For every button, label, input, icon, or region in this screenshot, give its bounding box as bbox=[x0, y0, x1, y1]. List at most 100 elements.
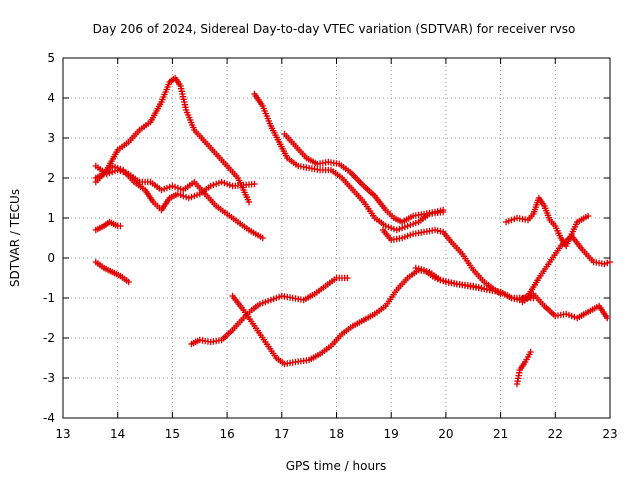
data-point-marker bbox=[158, 183, 173, 194]
data-point-marker bbox=[229, 292, 246, 312]
data-point-marker bbox=[284, 154, 300, 168]
data-point-marker bbox=[311, 284, 327, 298]
data-point-marker bbox=[440, 228, 453, 244]
data-point-marker bbox=[606, 258, 614, 266]
data-point-marker bbox=[117, 222, 124, 230]
data-point-marker bbox=[595, 302, 610, 320]
data-point-marker bbox=[601, 259, 611, 268]
data-point-marker bbox=[259, 102, 273, 127]
x-tick-label: 13 bbox=[55, 427, 70, 441]
data-point-marker bbox=[360, 182, 377, 198]
series-arc5 bbox=[92, 258, 132, 286]
data-point-marker bbox=[223, 162, 240, 180]
data-point-marker bbox=[218, 328, 234, 344]
data-point-marker bbox=[382, 222, 398, 233]
data-point-marker bbox=[245, 226, 264, 240]
y-tick-label: 5 bbox=[47, 51, 55, 65]
series-arc4 bbox=[92, 218, 124, 234]
data-point-marker bbox=[431, 207, 444, 216]
data-point-marker bbox=[191, 126, 207, 144]
data-point-marker bbox=[584, 304, 601, 316]
data-point-marker bbox=[508, 294, 521, 303]
y-tick-label: 1 bbox=[47, 211, 55, 225]
data-point-marker bbox=[207, 179, 223, 190]
data-point-marker bbox=[125, 128, 141, 146]
x-tick-label: 22 bbox=[548, 427, 563, 441]
y-tick-labels: -4 -3 -2 -1 0 1 2 3 4 5 bbox=[43, 51, 55, 425]
x-tick-label: 17 bbox=[274, 427, 289, 441]
data-point-marker bbox=[292, 142, 308, 160]
grid-lines bbox=[63, 58, 610, 418]
data-point-marker bbox=[404, 219, 419, 230]
data-point-marker bbox=[420, 266, 436, 280]
data-point-marker bbox=[535, 261, 552, 282]
data-point-marker bbox=[338, 174, 355, 192]
data-point-marker bbox=[150, 198, 163, 212]
data-point-marker bbox=[234, 174, 252, 203]
y-tick-label: -2 bbox=[43, 331, 55, 345]
data-point-marker bbox=[251, 180, 258, 188]
y-tick-label: 0 bbox=[47, 251, 55, 265]
data-point-marker bbox=[327, 166, 343, 180]
series-arc12 bbox=[502, 194, 592, 250]
data-point-marker bbox=[516, 360, 527, 374]
data-point-marker bbox=[398, 214, 415, 226]
series-arc6 bbox=[251, 90, 447, 234]
data-point-marker bbox=[92, 223, 106, 234]
data-point-marker bbox=[459, 250, 475, 271]
data-point-marker bbox=[393, 223, 409, 234]
data-point-marker bbox=[360, 312, 376, 324]
data-point-marker bbox=[541, 302, 557, 318]
series-arc9 bbox=[188, 274, 351, 348]
data-point-marker bbox=[431, 274, 447, 285]
y-axis-label: SDTVAR / TECUs bbox=[8, 189, 22, 287]
data-point-marker bbox=[522, 351, 533, 366]
data-point-marker bbox=[109, 268, 122, 279]
data-point-marker bbox=[382, 206, 396, 220]
data-point-marker bbox=[245, 198, 253, 206]
data-point-marker bbox=[130, 178, 147, 192]
data-point-marker bbox=[147, 178, 163, 192]
data-point-marker bbox=[92, 258, 106, 270]
data-point-marker bbox=[349, 318, 365, 330]
data-point-marker bbox=[448, 238, 464, 256]
data-point-marker bbox=[546, 216, 557, 228]
data-point-marker bbox=[106, 218, 119, 229]
data-point-marker bbox=[100, 164, 114, 178]
y-tick-label: 3 bbox=[47, 131, 55, 145]
data-point-marker bbox=[267, 293, 283, 304]
data-point-marker bbox=[349, 186, 366, 204]
data-point-marker bbox=[393, 276, 409, 294]
data-point-marker bbox=[158, 196, 172, 214]
data-point-marker bbox=[541, 202, 553, 221]
data-point-marker bbox=[213, 202, 229, 216]
data-point-marker bbox=[256, 297, 272, 308]
data-point-marker bbox=[281, 130, 297, 148]
data-point-marker bbox=[535, 194, 547, 208]
data-point-marker bbox=[213, 150, 229, 168]
data-point-marker bbox=[303, 154, 319, 166]
data-point-marker bbox=[527, 348, 534, 356]
series-arc14 bbox=[513, 348, 534, 388]
data-point-marker bbox=[584, 212, 592, 220]
data-point-marker bbox=[147, 101, 164, 126]
data-point-marker bbox=[420, 227, 436, 236]
x-tick-label: 21 bbox=[493, 427, 508, 441]
data-point-marker bbox=[92, 171, 106, 182]
data-series bbox=[92, 74, 614, 388]
series-arc10 bbox=[229, 266, 537, 368]
data-point-marker bbox=[404, 268, 420, 282]
data-point-marker bbox=[327, 332, 344, 350]
data-point-marker bbox=[259, 234, 266, 242]
series-arc7 bbox=[281, 130, 447, 226]
series-arc13 bbox=[519, 290, 611, 322]
data-point-marker bbox=[240, 306, 257, 327]
data-point-marker bbox=[100, 220, 111, 230]
data-point-marker bbox=[136, 120, 152, 134]
data-point-marker bbox=[347, 168, 366, 188]
x-tick-label: 15 bbox=[165, 427, 180, 441]
x-tick-label: 16 bbox=[219, 427, 234, 441]
data-point-marker bbox=[574, 310, 590, 322]
series-arc2 bbox=[92, 162, 266, 242]
data-point-marker bbox=[344, 274, 351, 282]
